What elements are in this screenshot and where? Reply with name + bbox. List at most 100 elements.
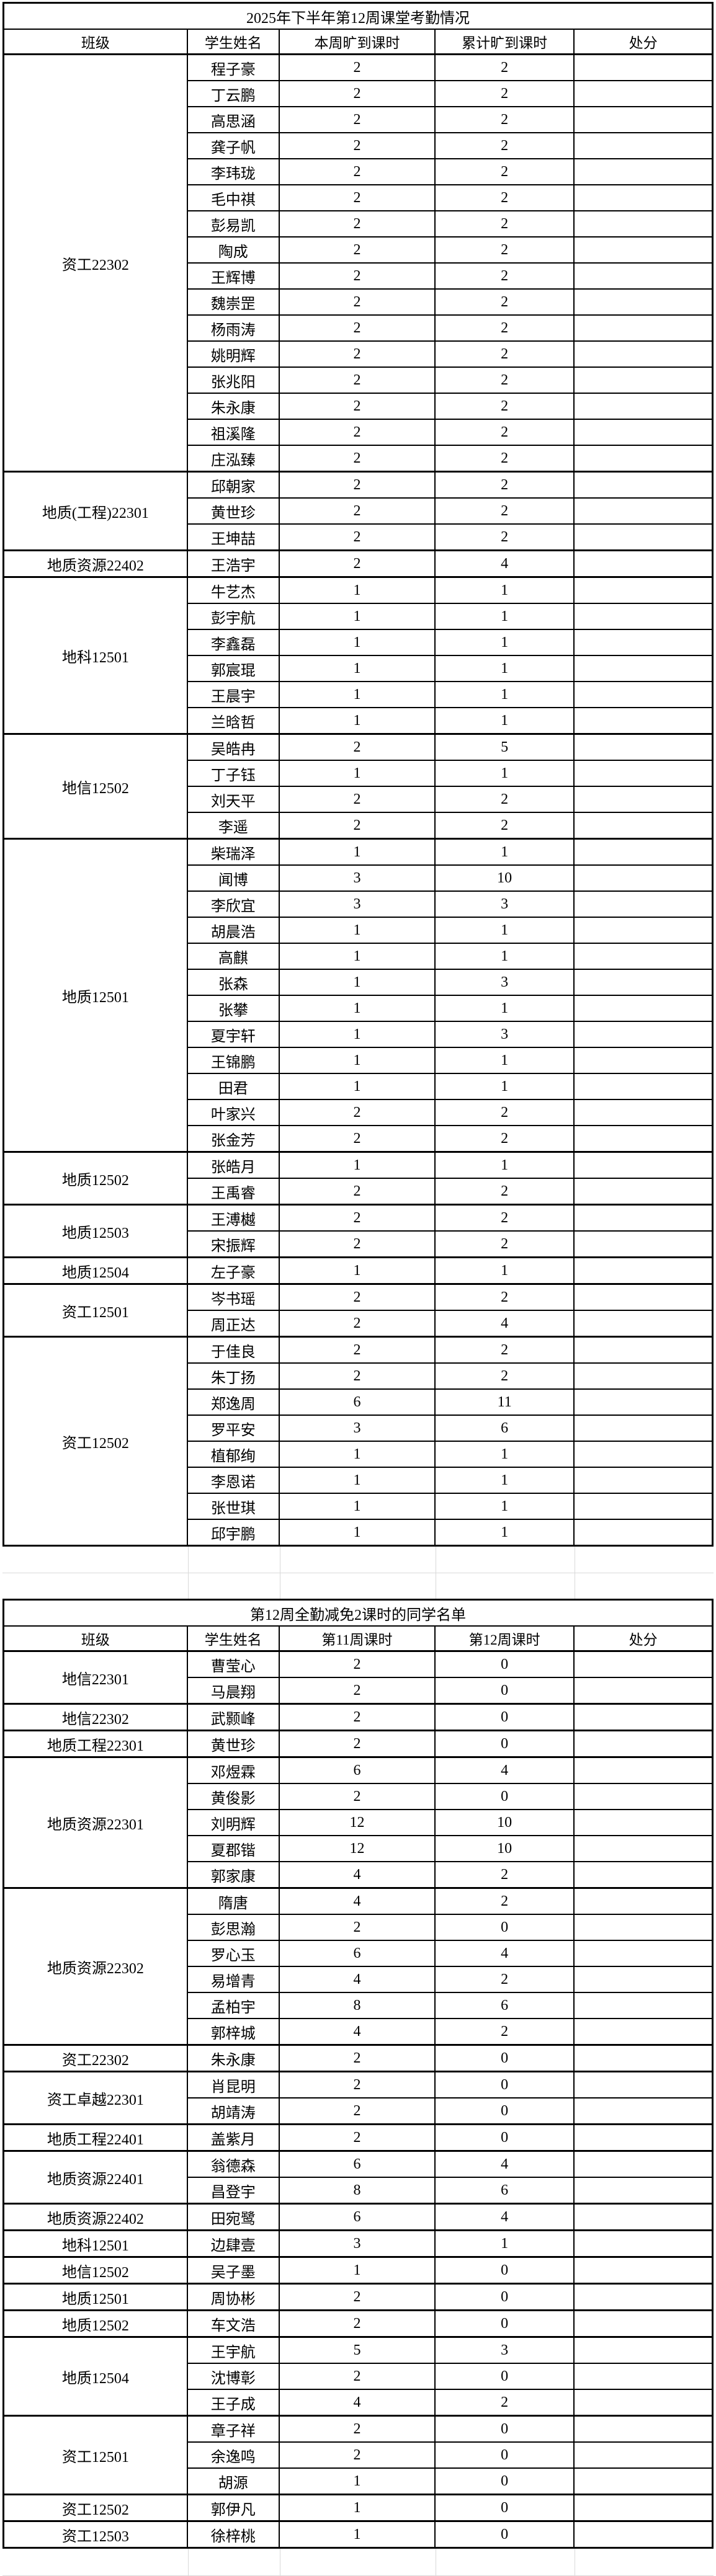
col4-value-cell: 2 <box>434 158 575 185</box>
col3-value-cell: 1 <box>278 1073 436 1100</box>
col4-value-cell: 0 <box>434 2415 575 2443</box>
student-name-cell: 吴子墨 <box>186 2256 280 2285</box>
student-name-cell: 刘明辉 <box>186 1809 280 1836</box>
col4-value-cell: 0 <box>434 2363 575 2390</box>
table-row: 资工12502 于佳良 2 2 <box>2 1336 714 1547</box>
col3-value-cell: 1 <box>278 707 436 735</box>
col4-value-cell: 1 <box>434 943 575 970</box>
punishment-cell <box>573 2467 714 2495</box>
col3-value-cell: 2 <box>278 1703 436 1731</box>
punishment-cell <box>573 1940 714 1967</box>
student-name-cell: 朱永康 <box>186 2044 280 2072</box>
col4-value-cell: 2 <box>434 1178 575 1206</box>
student-name-cell: 胡晨浩 <box>186 917 280 944</box>
col3-value-cell: 3 <box>278 2229 436 2258</box>
punishment-cell <box>573 1966 714 1993</box>
col3-value-cell: 3 <box>278 1415 436 1442</box>
student-name-cell: 牛艺杰 <box>186 576 280 604</box>
punishment-cell <box>573 80 714 107</box>
col3-value-cell: 2 <box>278 80 436 107</box>
col4-value-cell: 2 <box>434 210 575 238</box>
col4-value-cell: 2 <box>434 471 575 499</box>
student-name-cell: 张金芳 <box>186 1125 280 1153</box>
table-title: 2025年下半年第12周课堂考勤情况 <box>2 2 714 30</box>
col4-value-cell: 4 <box>434 2150 575 2178</box>
col3-value-cell: 4 <box>278 1887 436 1915</box>
sheet-bottom-gridlines <box>2 2549 714 2576</box>
exemption-table: 第12周全勤减免2课时的同学名单 班级 学生姓名 第11周课时 第12周课时 处… <box>2 1599 714 2549</box>
table-row: 高麒 1 1 <box>4 943 714 970</box>
class-name-cell: 地质资源22402 <box>2 549 188 578</box>
table-row: 地信12502 吴子墨 1 0 <box>2 2256 714 2285</box>
class-name-cell: 地质12504 <box>2 1256 188 1285</box>
col4-value-cell: 1 <box>434 1519 575 1547</box>
table-row: 胡靖涛 2 0 <box>4 2097 714 2125</box>
header-week11-hours: 第11周课时 <box>278 1625 436 1652</box>
col4-value-cell: 2 <box>434 2018 575 2046</box>
punishment-cell <box>573 1099 714 1126</box>
punishment-cell <box>573 393 714 420</box>
col3-value-cell: 2 <box>278 2097 436 2125</box>
table-row: 刘明辉 12 10 <box>4 1809 714 1836</box>
student-name-cell: 杨雨涛 <box>186 314 280 342</box>
punishment-cell <box>573 2044 714 2072</box>
punishment-cell <box>573 1677 714 1705</box>
col3-value-cell: 1 <box>278 576 436 604</box>
col4-value-cell: 0 <box>434 1650 575 1678</box>
col3-value-cell: 1 <box>278 603 436 630</box>
table-row: 郭宸琨 1 1 <box>4 655 714 682</box>
col3-value-cell: 1 <box>278 1519 436 1547</box>
col4-value-cell: 10 <box>434 1809 575 1836</box>
col4-value-cell: 2 <box>434 523 575 551</box>
class-name-cell: 地信22301 <box>2 1650 188 1705</box>
punishment-cell <box>573 733 714 761</box>
punishment-cell <box>573 2520 714 2549</box>
col3-value-cell: 4 <box>278 1861 436 1889</box>
col4-value-cell: 6 <box>434 1992 575 2019</box>
student-name-cell: 宋振辉 <box>186 1230 280 1258</box>
punishment-cell <box>573 1151 714 1179</box>
punishment-cell <box>573 236 714 264</box>
col3-value-cell: 6 <box>278 1940 436 1967</box>
col4-value-cell: 2 <box>434 288 575 316</box>
col3-value-cell: 2 <box>278 2071 436 2099</box>
student-name-cell: 程子豪 <box>186 53 280 81</box>
col4-value-cell: 2 <box>434 314 575 342</box>
student-name-cell: 徐梓桃 <box>186 2520 280 2549</box>
col4-value-cell: 0 <box>434 1914 575 1941</box>
table-row: 罗平安 3 6 <box>4 1415 714 1442</box>
col4-value-cell: 1 <box>434 838 575 866</box>
student-name-cell: 车文浩 <box>186 2309 280 2338</box>
col3-value-cell: 1 <box>278 995 436 1022</box>
punishment-cell <box>573 707 714 735</box>
punishment-cell <box>573 2283 714 2311</box>
class-name-cell: 地质资源22402 <box>2 2203 188 2231</box>
class-name-cell: 资工22302 <box>2 53 188 473</box>
col3-value-cell: 6 <box>278 2150 436 2178</box>
table-row: 李恩诺 1 1 <box>4 1467 714 1494</box>
col4-value-cell: 1 <box>434 576 575 604</box>
table-row: 余逸鸣 2 0 <box>4 2441 714 2469</box>
punishment-cell <box>573 917 714 944</box>
table-row: 张森 1 3 <box>4 969 714 996</box>
punishment-cell <box>573 1204 714 1232</box>
student-name-cell: 昌登宇 <box>186 2177 280 2205</box>
table-row: 植郁绚 1 1 <box>4 1441 714 1468</box>
col4-value-cell: 2 <box>434 340 575 368</box>
col3-value-cell: 6 <box>278 1756 436 1784</box>
student-name-cell: 周正达 <box>186 1310 280 1338</box>
col4-value-cell: 2 <box>434 1099 575 1126</box>
col4-value-cell: 2 <box>434 236 575 264</box>
table-row: 祖溪隆 2 2 <box>4 419 714 446</box>
col4-value-cell: 1 <box>434 681 575 708</box>
table-row: 地质资源22301 邓煜霖 6 4 <box>2 1756 714 1889</box>
col3-value-cell: 1 <box>278 1467 436 1494</box>
punishment-cell <box>573 2071 714 2099</box>
col4-value-cell: 2 <box>434 1230 575 1258</box>
col3-value-cell: 2 <box>278 497 436 525</box>
student-name-cell: 李玮珑 <box>186 158 280 185</box>
table-row: 地质资源22401 翁德森 6 4 <box>2 2150 714 2205</box>
header-student-name: 学生姓名 <box>186 1625 280 1652</box>
student-name-cell: 朱丁扬 <box>186 1362 280 1390</box>
punishment-cell <box>573 812 714 840</box>
